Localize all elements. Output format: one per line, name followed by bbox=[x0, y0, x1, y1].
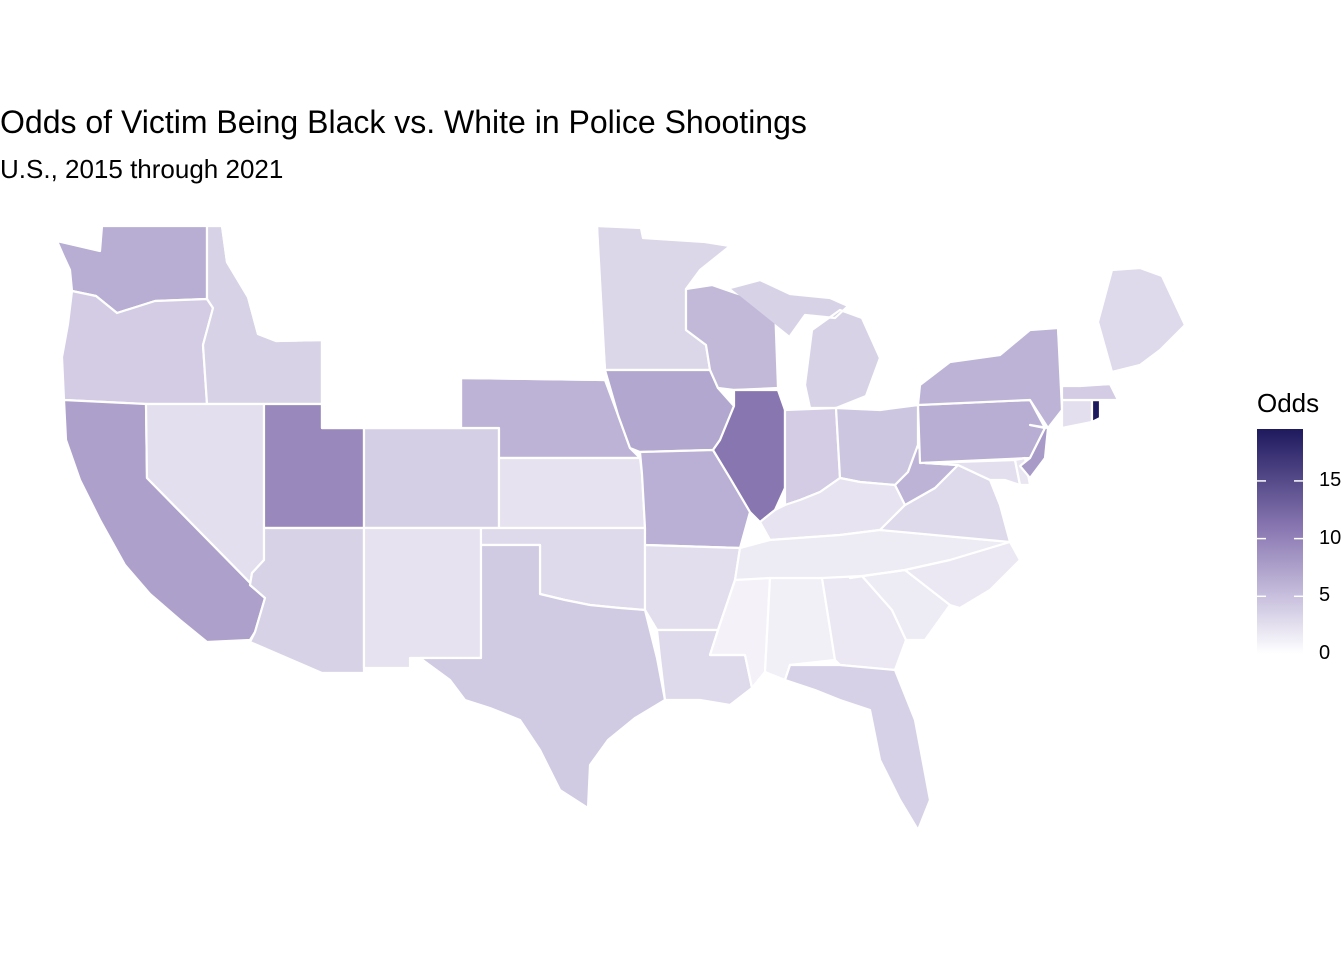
state-arizona bbox=[248, 526, 366, 675]
state-north-dakota bbox=[463, 224, 602, 302]
legend-title: Odds bbox=[1257, 388, 1320, 418]
state-new-york bbox=[916, 326, 1064, 430]
state-illinois bbox=[711, 388, 787, 524]
state-maine bbox=[1096, 266, 1187, 374]
state-colorado bbox=[362, 426, 501, 530]
state-south-dakota bbox=[459, 298, 607, 382]
state-rhode-island bbox=[1090, 398, 1102, 424]
chart-subtitle: U.S., 2015 through 2021 bbox=[0, 154, 284, 184]
legend-tick-label: 15 bbox=[1319, 468, 1342, 491]
legend-tick-label: 0 bbox=[1319, 642, 1331, 664]
state-oregon bbox=[60, 289, 215, 406]
state-north-carolina bbox=[848, 540, 1022, 610]
chart-title: Odds of Victim Being Black vs. White in … bbox=[0, 104, 807, 140]
legend-tick-label: 5 bbox=[1319, 584, 1331, 607]
state-new-hampshire bbox=[1076, 320, 1112, 388]
state-new-mexico bbox=[362, 526, 483, 670]
state-texas bbox=[418, 543, 667, 810]
state-vermont bbox=[1056, 324, 1082, 388]
state-wyoming bbox=[320, 330, 463, 430]
state-montana bbox=[220, 224, 467, 343]
legend-color-bar bbox=[1257, 429, 1303, 654]
state-connecticut bbox=[1060, 398, 1094, 430]
state-pennsylvania bbox=[916, 398, 1047, 465]
state-utah bbox=[262, 402, 366, 530]
state-florida bbox=[783, 663, 932, 832]
state-kansas bbox=[497, 456, 647, 530]
state-new-jersey bbox=[1018, 423, 1050, 480]
legend-tick-label: 10 bbox=[1319, 526, 1342, 549]
state-idaho bbox=[201, 224, 324, 406]
